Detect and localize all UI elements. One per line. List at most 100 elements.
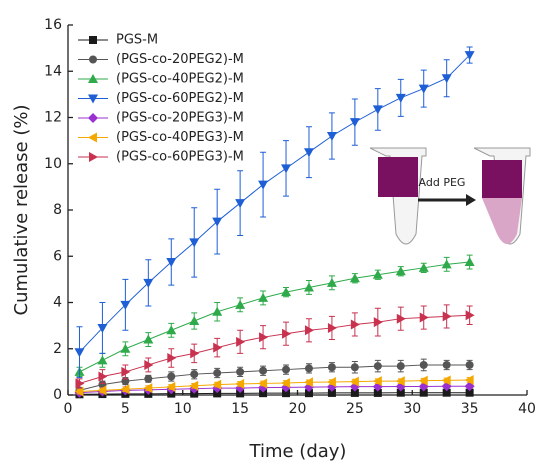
series <box>74 374 474 397</box>
marker <box>144 374 153 383</box>
marker <box>395 93 406 103</box>
marker <box>372 376 382 387</box>
marker <box>236 367 245 376</box>
marker <box>121 366 131 377</box>
marker <box>166 325 177 335</box>
y-tick-label: 10 <box>44 156 62 172</box>
marker <box>304 325 314 336</box>
marker <box>236 389 245 398</box>
marker <box>190 348 200 359</box>
series <box>75 358 474 395</box>
marker <box>98 371 108 382</box>
x-axis-label: Time (day) <box>249 441 347 462</box>
series <box>75 304 475 389</box>
x-tick-label: 40 <box>518 401 536 417</box>
tube-content <box>482 198 522 244</box>
marker <box>442 388 451 397</box>
y-tick-label: 4 <box>53 295 62 311</box>
marker <box>97 323 108 333</box>
marker <box>120 343 131 353</box>
marker <box>304 364 313 373</box>
marker <box>441 259 452 269</box>
marker <box>75 378 85 389</box>
marker <box>396 388 405 397</box>
marker <box>418 262 429 272</box>
series-line <box>79 54 470 353</box>
marker <box>373 317 383 328</box>
marker <box>396 362 405 371</box>
marker <box>419 312 429 323</box>
y-tick-label: 12 <box>44 110 62 126</box>
legend-marker <box>88 94 98 104</box>
marker <box>303 282 314 292</box>
marker <box>418 84 429 94</box>
series <box>74 254 475 377</box>
legend-marker <box>88 113 98 123</box>
y-tick-label: 0 <box>53 387 62 403</box>
marker <box>465 360 474 369</box>
marker <box>465 310 475 321</box>
marker <box>464 51 475 61</box>
marker <box>259 332 269 343</box>
y-tick-label: 14 <box>44 63 62 79</box>
marker <box>373 362 382 371</box>
marker <box>189 316 200 325</box>
marker <box>258 180 269 190</box>
legend-label: PGS-M <box>116 33 158 48</box>
x-tick-label: 15 <box>231 401 249 417</box>
marker <box>326 377 336 388</box>
legend-label: (PGS-co-40PEG2)-M <box>116 72 244 87</box>
x-tick-label: 25 <box>346 401 364 417</box>
marker <box>212 217 223 227</box>
y-axis-label: Cumulative release (%) <box>11 105 32 316</box>
series-line <box>79 261 470 373</box>
marker <box>144 359 154 370</box>
x-tick-label: 35 <box>461 401 479 417</box>
marker <box>465 388 474 397</box>
inset: Add PEG <box>369 147 531 245</box>
x-tick-label: 5 <box>121 401 130 417</box>
y-tick-label: 16 <box>44 17 62 33</box>
marker <box>235 378 245 389</box>
marker <box>349 273 360 283</box>
y-tick-label: 8 <box>53 202 62 218</box>
y-tick-label: 6 <box>53 248 62 264</box>
marker <box>97 355 108 365</box>
marker <box>213 389 222 398</box>
legend-label: (PGS-co-40PEG3)-M <box>116 130 244 145</box>
marker <box>441 74 452 84</box>
x-tick-label: 20 <box>289 401 307 417</box>
marker <box>373 388 382 397</box>
x-tick-label: 10 <box>174 401 192 417</box>
marker <box>190 370 199 379</box>
marker <box>167 353 177 363</box>
marker <box>396 313 406 324</box>
marker <box>120 300 131 310</box>
marker <box>442 311 452 322</box>
series-line <box>79 385 470 394</box>
arrow-head <box>466 194 476 206</box>
marker <box>212 379 222 390</box>
marker <box>395 376 405 387</box>
marker <box>395 266 406 276</box>
marker <box>143 383 153 394</box>
marker <box>212 306 223 316</box>
marker <box>464 257 475 267</box>
marker <box>419 388 428 397</box>
tube-content <box>378 157 418 197</box>
legend-label: (PGS-co-20PEG2)-M <box>116 52 244 67</box>
marker <box>259 366 268 375</box>
legend-marker <box>89 55 97 64</box>
marker <box>350 388 359 397</box>
x-tick-label: 30 <box>403 401 421 417</box>
legend-marker <box>88 132 97 143</box>
marker <box>282 389 291 398</box>
marker <box>304 389 313 398</box>
marker <box>120 384 130 395</box>
marker <box>282 328 292 339</box>
marker <box>372 269 383 279</box>
marker <box>327 363 336 372</box>
y-tick-label: 2 <box>53 341 62 357</box>
marker <box>281 377 291 388</box>
